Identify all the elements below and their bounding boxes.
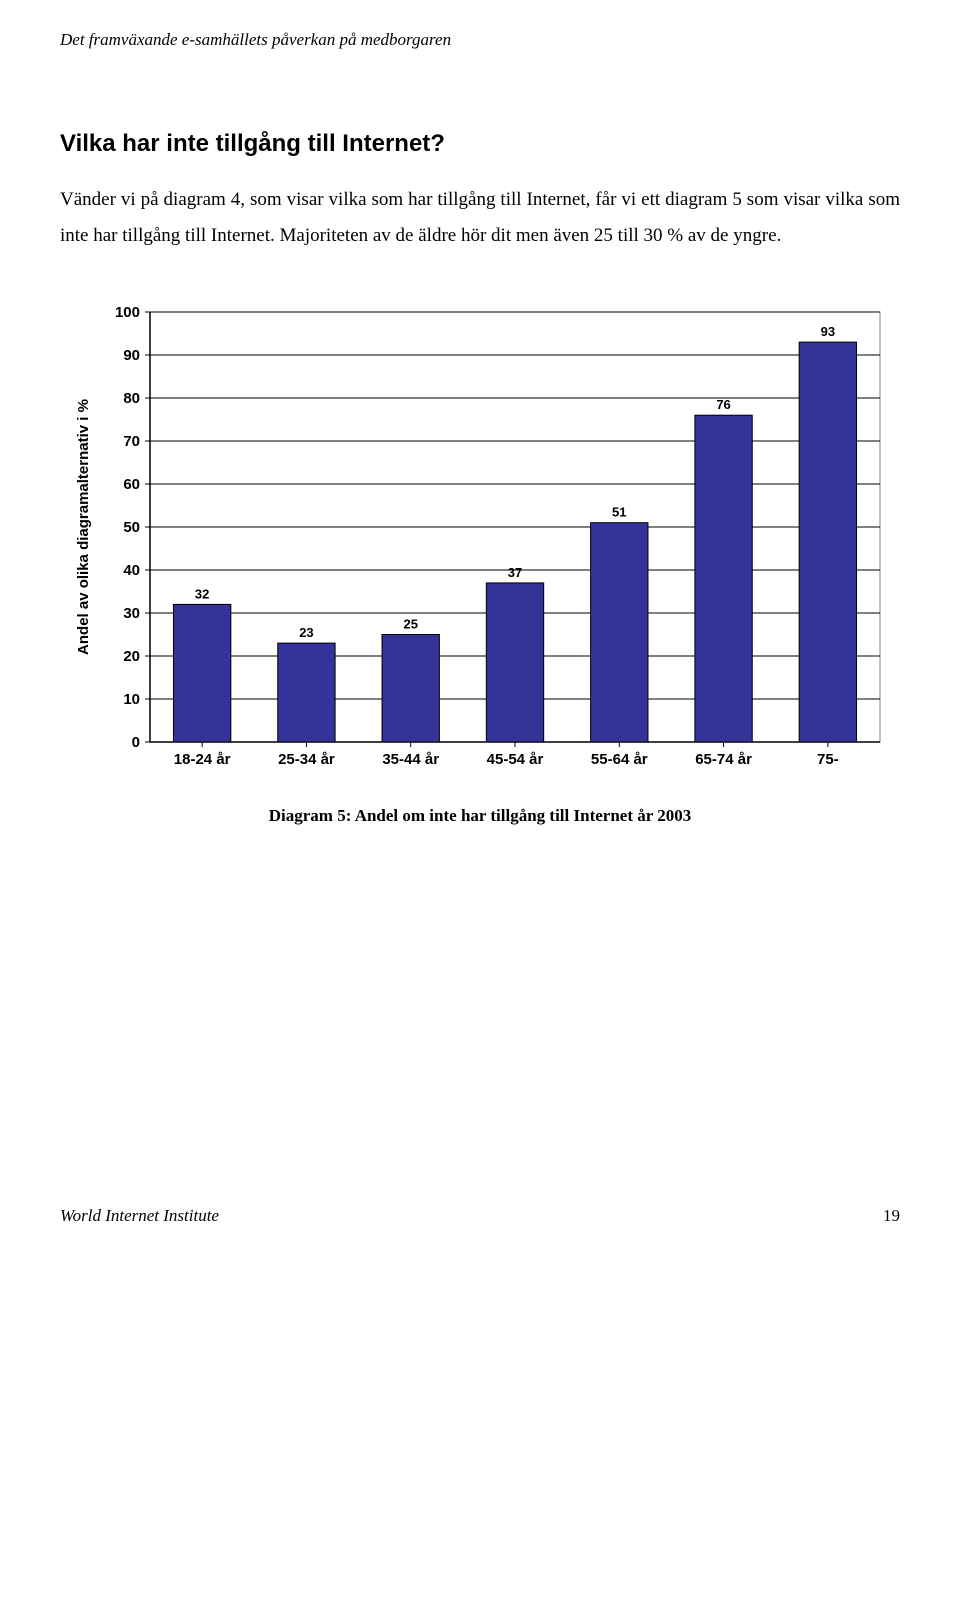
svg-text:25: 25 [403, 617, 417, 632]
svg-text:70: 70 [123, 433, 140, 450]
svg-text:45-54 år: 45-54 år [487, 751, 544, 768]
footer-page-number: 19 [883, 1206, 900, 1226]
svg-text:30: 30 [123, 605, 140, 622]
svg-text:65-74 år: 65-74 år [695, 751, 752, 768]
svg-text:75-: 75- [817, 751, 839, 768]
svg-text:60: 60 [123, 476, 140, 493]
svg-text:37: 37 [508, 565, 522, 580]
svg-text:23: 23 [299, 625, 313, 640]
bar-chart: 0 10 20 30 40 50 60 70 80 90 100 32 18-24 år 23 25-34 … [60, 302, 900, 782]
svg-text:40: 40 [123, 562, 140, 579]
body-paragraph: Vänder vi på diagram 4, som visar vilka … [60, 182, 900, 254]
svg-text:10: 10 [123, 691, 140, 708]
svg-text:80: 80 [123, 390, 140, 407]
svg-text:0: 0 [132, 734, 140, 751]
svg-text:50: 50 [123, 519, 140, 536]
running-header: Det framväxande e-samhällets påverkan på… [60, 30, 900, 50]
svg-text:Andel av olika diagramalternat: Andel av olika diagramalternativ i % [75, 399, 92, 655]
svg-text:76: 76 [716, 397, 730, 412]
svg-text:18-24 år: 18-24 år [174, 751, 231, 768]
footer-org: World Internet Institute [60, 1206, 219, 1226]
svg-text:90: 90 [123, 347, 140, 364]
svg-text:100: 100 [115, 304, 140, 321]
svg-text:35-44 år: 35-44 år [382, 751, 439, 768]
svg-text:55-64 år: 55-64 år [591, 751, 648, 768]
svg-text:51: 51 [612, 505, 626, 520]
chart-caption: Diagram 5: Andel om inte har tillgång ti… [60, 806, 900, 826]
svg-text:93: 93 [821, 324, 835, 339]
svg-text:25-34 år: 25-34 år [278, 751, 335, 768]
page-footer: World Internet Institute 19 [60, 1206, 900, 1226]
page-title: Vilka har inte tillgång till Internet? [60, 130, 900, 158]
svg-text:32: 32 [195, 587, 209, 602]
svg-text:20: 20 [123, 648, 140, 665]
chart-svg: 0 10 20 30 40 50 60 70 80 90 100 32 18-24 år 23 25-34 … [60, 302, 900, 782]
